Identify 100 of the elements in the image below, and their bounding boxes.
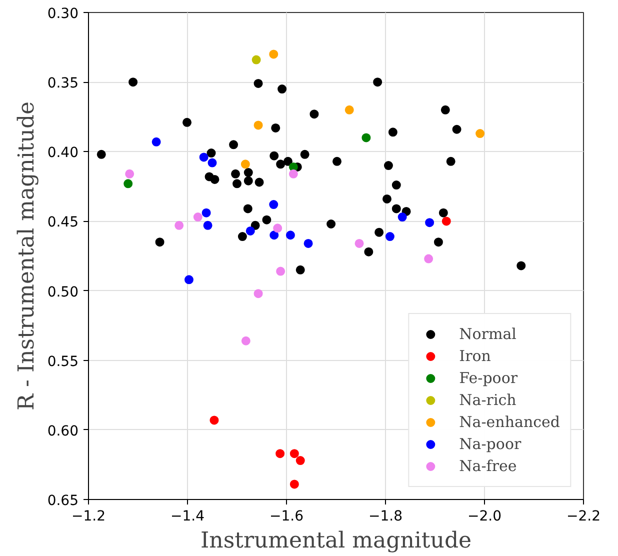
point (452, 124, 462, 134)
point (382, 194, 392, 204)
point (241, 336, 250, 346)
point (231, 169, 240, 178)
point (174, 220, 184, 230)
point (374, 228, 384, 237)
point (96, 150, 106, 159)
point (206, 148, 216, 158)
point (155, 238, 164, 247)
point (364, 247, 374, 256)
point (310, 110, 319, 119)
point (425, 218, 434, 228)
y-tick-label: 0.60 (47, 423, 78, 440)
point (238, 232, 247, 242)
point (300, 150, 310, 159)
point (362, 133, 371, 142)
legend-label: Na-rich (459, 391, 516, 409)
point (125, 169, 134, 178)
point (373, 78, 382, 87)
point (182, 118, 192, 127)
point (398, 212, 407, 222)
point (476, 129, 485, 138)
point (152, 137, 161, 146)
y-axis-title: R - Instrumental magnitude (14, 101, 40, 411)
point (276, 160, 286, 169)
point (440, 105, 450, 114)
point (290, 480, 299, 489)
point (243, 204, 252, 214)
point (276, 266, 286, 276)
point (203, 220, 212, 230)
y-tick-label: 0.65 (47, 493, 78, 509)
point (388, 128, 398, 137)
point (250, 220, 260, 230)
y-tick-label: 0.35 (47, 76, 78, 92)
x-tick-label: −2.0 (468, 508, 502, 524)
point (424, 254, 434, 264)
point (286, 230, 295, 240)
point (193, 212, 202, 222)
point (270, 230, 279, 240)
point (384, 161, 393, 170)
point (270, 151, 279, 160)
point (128, 78, 138, 87)
point (254, 78, 263, 88)
point (385, 232, 394, 242)
point (296, 456, 305, 466)
legend-label: Fe-poor (459, 369, 518, 387)
point (229, 140, 238, 150)
point (438, 208, 448, 218)
point (254, 289, 263, 298)
x-tick-label: −1.2 (72, 508, 106, 524)
point (442, 216, 451, 226)
point (332, 156, 342, 166)
legend-label: Na-free (459, 457, 517, 475)
y-tick-label: 0.40 (47, 145, 78, 162)
point (208, 158, 217, 168)
point (446, 156, 456, 166)
y-tick-label: 0.55 (47, 354, 78, 370)
point (262, 215, 272, 224)
legend-label: Normal (459, 325, 516, 343)
point (252, 55, 261, 64)
point (296, 265, 305, 274)
point (516, 261, 526, 270)
point (240, 160, 250, 169)
point (244, 176, 253, 186)
x-tick-label: −1.4 (170, 508, 205, 524)
point (246, 226, 255, 236)
x-tick-label: −1.6 (270, 508, 304, 524)
point (254, 178, 264, 187)
point (254, 120, 263, 130)
point (202, 208, 211, 218)
point (434, 238, 443, 247)
point (184, 275, 194, 284)
point (210, 174, 220, 184)
point (269, 200, 278, 210)
point (199, 152, 208, 162)
point (392, 204, 401, 214)
legend-label: Na-enhanced (459, 413, 560, 431)
point (244, 168, 253, 178)
point (392, 180, 401, 190)
point (210, 416, 219, 425)
point (273, 224, 282, 233)
y-tick-label: 0.50 (47, 284, 78, 300)
point (290, 449, 299, 458)
point (304, 238, 313, 248)
x-axis-title: Instrumental magnitude (200, 528, 472, 554)
x-tick-label: −1.8 (368, 508, 402, 524)
point (344, 105, 354, 114)
point (232, 179, 242, 188)
legend-label: Na-poor (459, 435, 522, 453)
point (269, 50, 278, 59)
point (276, 449, 285, 458)
point (124, 179, 133, 188)
point (278, 84, 287, 94)
y-tick-label: 0.45 (47, 214, 78, 231)
point (283, 156, 292, 166)
point (354, 238, 364, 248)
point (288, 169, 298, 178)
point (271, 123, 280, 132)
point (326, 220, 336, 228)
y-tick-label: 0.30 (47, 6, 78, 22)
